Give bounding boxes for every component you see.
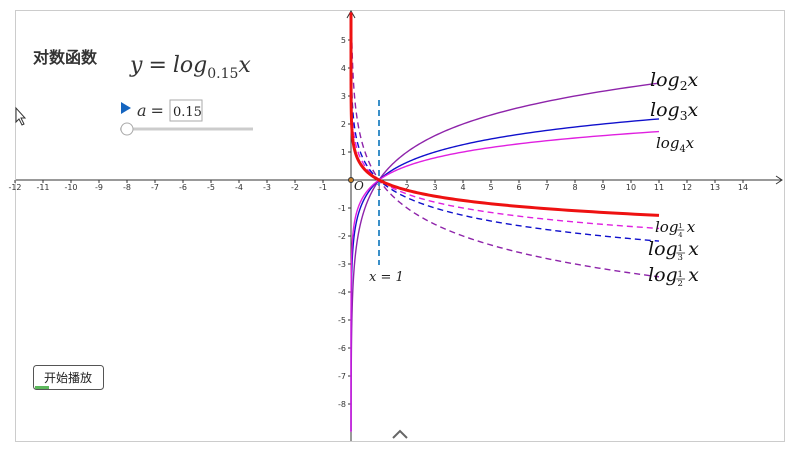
button-label: 开始播放 bbox=[44, 370, 92, 385]
label-fn: log bbox=[648, 238, 678, 260]
x-tick-label: -5 bbox=[207, 183, 215, 192]
label-base: 4 bbox=[679, 144, 685, 155]
play-button[interactable] bbox=[33, 365, 104, 390]
x-tick-label: -8 bbox=[123, 183, 131, 192]
y-tick-label: -6 bbox=[338, 344, 346, 353]
formula-var: x bbox=[238, 53, 251, 78]
x-tick-label: 9 bbox=[600, 183, 605, 192]
label-base-den: 4 bbox=[678, 231, 682, 239]
y-tick-label: 5 bbox=[341, 36, 346, 45]
y-tick-label: -2 bbox=[338, 232, 346, 241]
x-tick-label: 5 bbox=[488, 183, 493, 192]
label-base-den: 3 bbox=[677, 253, 682, 263]
x-tick-label: 7 bbox=[544, 183, 549, 192]
x-tick-label: 4 bbox=[460, 183, 465, 192]
slider-knob[interactable] bbox=[120, 122, 134, 136]
label-fn: log bbox=[655, 218, 678, 236]
x-tick-label: -10 bbox=[64, 183, 77, 192]
label-base: 3 bbox=[680, 109, 688, 123]
log-curve bbox=[350, 130, 660, 432]
formula-fn: log bbox=[173, 53, 207, 78]
x-tick-label: -9 bbox=[95, 183, 103, 192]
y-tick-label: -3 bbox=[338, 260, 346, 269]
label-var: x bbox=[688, 99, 699, 121]
label-base-den: 2 bbox=[677, 279, 682, 289]
main-curve bbox=[349, 12, 660, 217]
formula: y = log0.15x bbox=[129, 53, 251, 82]
x-tick-label: 10 bbox=[626, 183, 636, 192]
curve-label: log x bbox=[655, 218, 696, 236]
x-tick-label: 2 bbox=[404, 183, 409, 192]
label-base-num: 1 bbox=[678, 222, 682, 230]
x-tick-label: -2 bbox=[291, 183, 299, 192]
label-var: x bbox=[688, 69, 699, 91]
x-tick-label: 12 bbox=[682, 183, 692, 192]
slider-name: a bbox=[137, 101, 147, 120]
slider-eq: = bbox=[151, 101, 164, 120]
x-tick-label: -3 bbox=[263, 183, 271, 192]
log-curve bbox=[350, 12, 660, 242]
label-var: x bbox=[688, 264, 699, 286]
formula-base: 0.15 bbox=[207, 66, 238, 82]
label-fn: log bbox=[648, 264, 678, 286]
x-tick-label: 14 bbox=[738, 183, 748, 192]
vertical-line-label: x = 1 bbox=[369, 270, 404, 285]
curve-label: log2x bbox=[650, 69, 699, 93]
label-var: x bbox=[688, 238, 699, 260]
formula-lhs: y bbox=[129, 53, 143, 78]
curve-label: log x bbox=[648, 238, 699, 260]
cursor bbox=[15, 106, 27, 126]
x-tick-label: 8 bbox=[572, 183, 577, 192]
label-base-num: 1 bbox=[677, 244, 682, 254]
x-tick-label: -6 bbox=[179, 183, 187, 192]
x-tick-label: -12 bbox=[8, 183, 21, 192]
curve-label: log x bbox=[648, 264, 699, 286]
x-arrow bbox=[775, 175, 783, 185]
origin-label: O bbox=[354, 179, 364, 193]
x-tick-label: 6 bbox=[516, 183, 521, 192]
label-var: x bbox=[686, 134, 695, 152]
x-tick-label: 11 bbox=[654, 183, 664, 192]
slider-label: a = bbox=[137, 101, 164, 120]
slider-input[interactable] bbox=[169, 99, 203, 122]
curve-label: log3x bbox=[650, 99, 699, 123]
x-tick-label: -1 bbox=[319, 183, 327, 192]
play-icon[interactable] bbox=[121, 102, 131, 114]
curve-label: log4x bbox=[656, 134, 695, 155]
x-tick-label: -11 bbox=[36, 183, 49, 192]
log-curve bbox=[350, 12, 660, 230]
formula-eq: = bbox=[148, 53, 166, 78]
label-var: x bbox=[687, 218, 696, 236]
origin-point bbox=[348, 177, 354, 183]
collapse-chevron[interactable] bbox=[392, 429, 408, 439]
y-tick-label: 3 bbox=[341, 92, 346, 101]
y-tick-label: -5 bbox=[338, 316, 346, 325]
x-tick-label: -4 bbox=[235, 183, 243, 192]
y-tick-label: 2 bbox=[341, 120, 346, 129]
label-fn: log bbox=[656, 134, 679, 152]
x-tick-label: 1 bbox=[376, 183, 381, 192]
x-tick-label: 3 bbox=[432, 183, 437, 192]
y-tick-label: -7 bbox=[338, 372, 346, 381]
y-tick-label: 4 bbox=[341, 64, 346, 73]
slider-value: 0.15 bbox=[173, 105, 202, 120]
title: 对数函数 bbox=[33, 48, 98, 67]
label-base: 2 bbox=[680, 79, 688, 93]
label-fn: log bbox=[650, 99, 680, 121]
y-tick-label: -4 bbox=[338, 288, 346, 297]
y-arrow bbox=[346, 9, 356, 19]
x-tick-label: -7 bbox=[151, 183, 159, 192]
button-progress bbox=[35, 386, 49, 389]
y-tick-label: -8 bbox=[338, 400, 346, 409]
y-tick-label: -1 bbox=[338, 204, 346, 213]
frame bbox=[15, 10, 785, 442]
label-base-num: 1 bbox=[677, 270, 682, 280]
x-tick-label: 13 bbox=[710, 183, 720, 192]
y-tick-label: 1 bbox=[341, 148, 346, 157]
label-fn: log bbox=[650, 69, 680, 91]
